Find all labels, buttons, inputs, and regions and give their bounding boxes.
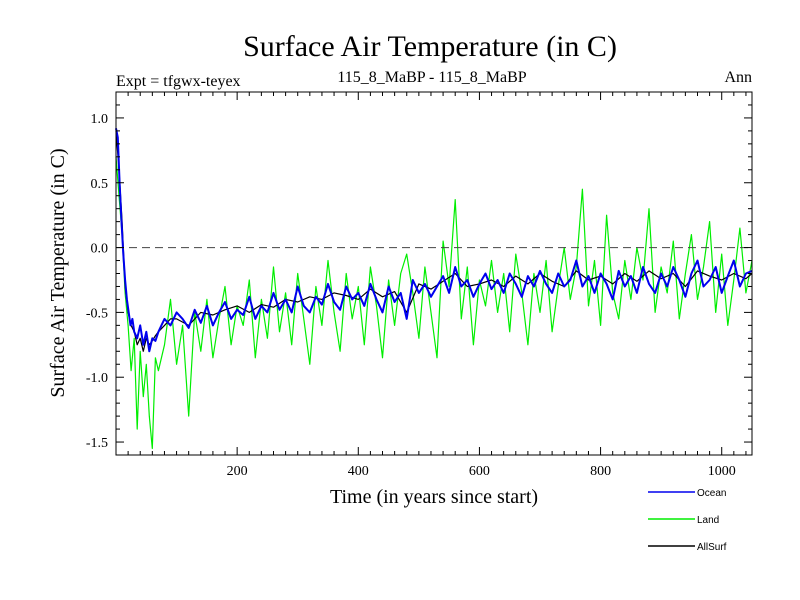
y-tick-label: 0.0 xyxy=(91,242,109,257)
legend-label-ocean: Ocean xyxy=(697,488,726,499)
legend-label-allsurf: AllSurf xyxy=(697,542,727,553)
y-tick-label: -1.0 xyxy=(86,371,108,386)
y-tick-label: -1.5 xyxy=(86,436,108,451)
x-tick-label: 800 xyxy=(590,464,611,479)
x-tick-label: 600 xyxy=(469,464,490,479)
x-axis-label: Time (in years since start) xyxy=(330,486,538,508)
y-tick-label: 1.0 xyxy=(91,112,109,127)
series-ocean xyxy=(115,128,753,353)
legend-label-land: Land xyxy=(697,515,719,526)
period-label: Ann xyxy=(724,69,752,86)
y-tick-label: 0.5 xyxy=(91,177,109,192)
series-land xyxy=(115,156,753,450)
comparison-label: 115_8_MaBP - 115_8_MaBP xyxy=(337,69,526,86)
x-tick-label: 400 xyxy=(348,464,369,479)
chart-title: Surface Air Temperature (in C) xyxy=(243,30,617,63)
ticks-layer: 200 400 600 800 1000 1.0 0.5 0.0 -0.5 -1.0 -1.5 xyxy=(86,92,752,479)
plot-frame xyxy=(115,91,753,456)
x-tick-label: 1000 xyxy=(708,464,736,479)
x-tick-label: 200 xyxy=(227,464,248,479)
series-layer xyxy=(115,128,753,450)
experiment-label: Expt = tfgwx-teyex xyxy=(116,73,241,90)
legend: Ocean Land AllSurf xyxy=(648,488,727,553)
y-tick-label: -0.5 xyxy=(86,306,108,321)
y-axis-label: Surface Air Temperature (in C) xyxy=(47,148,69,397)
